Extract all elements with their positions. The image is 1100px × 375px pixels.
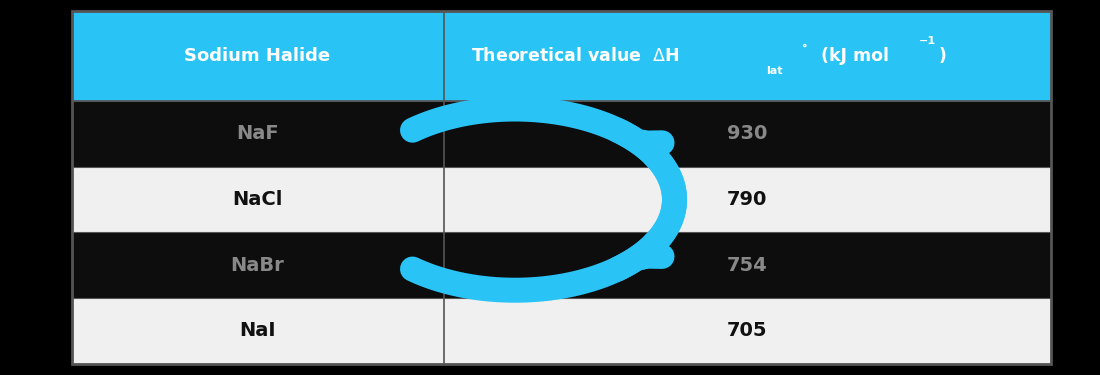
Bar — [72, 232, 1050, 298]
Text: Theoretical value  $\Delta$H: Theoretical value $\Delta$H — [471, 47, 680, 65]
Text: NaBr: NaBr — [231, 256, 285, 275]
Text: lat: lat — [766, 66, 782, 76]
Text: 930: 930 — [727, 124, 767, 144]
Bar — [72, 101, 1050, 167]
Text: −1: −1 — [918, 36, 936, 46]
Text: Sodium Halide: Sodium Halide — [185, 47, 331, 65]
Text: 754: 754 — [727, 256, 768, 275]
Text: (kJ mol: (kJ mol — [815, 47, 889, 65]
Text: NaI: NaI — [240, 321, 276, 340]
Text: NaF: NaF — [236, 124, 278, 144]
Bar — [72, 298, 1050, 364]
Bar — [72, 11, 1050, 101]
Bar — [72, 167, 1050, 232]
Text: NaCl: NaCl — [232, 190, 283, 209]
Text: 790: 790 — [727, 190, 767, 209]
Text: °: ° — [802, 44, 807, 54]
Bar — [72, 11, 1050, 364]
Text: ): ) — [938, 47, 946, 65]
Text: 705: 705 — [727, 321, 768, 340]
